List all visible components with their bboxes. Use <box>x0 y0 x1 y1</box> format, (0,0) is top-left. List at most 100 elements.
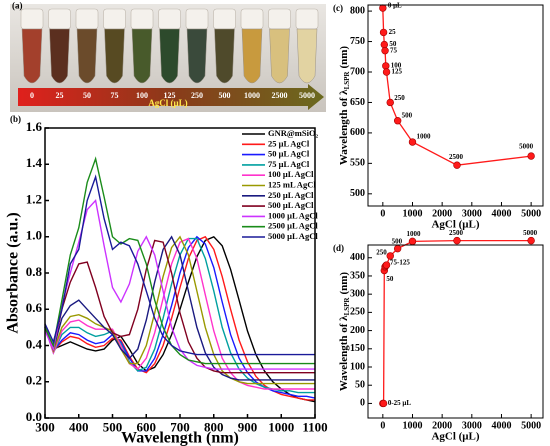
x-tick-label: 0 <box>380 420 385 431</box>
x-tick-label: 2000 <box>432 420 452 431</box>
x-axis-label: AgCl (μL) <box>431 219 479 231</box>
tube-label: 0 <box>30 91 34 100</box>
point <box>380 40 389 49</box>
y-axis-label-sub: LSPR <box>343 297 351 316</box>
tube-body <box>241 28 263 84</box>
legend-label: 1000 μL AgCl <box>268 210 318 220</box>
y-tick-label: 100 <box>350 361 365 372</box>
tube-cap <box>213 8 236 30</box>
tube-body <box>214 28 235 84</box>
point-label: 75-125 <box>390 258 410 266</box>
y-tick-label: 0.4 <box>26 336 43 351</box>
point-label: 2500 <box>449 153 464 161</box>
tube-label: 75 <box>111 91 119 100</box>
y-axis-label-unit: (nm) <box>338 272 350 295</box>
x-tick-label: 3000 <box>462 420 482 431</box>
panel-label: (c) <box>333 3 343 13</box>
y-tick-label: 700 <box>350 66 365 77</box>
spectrum <box>44 235 315 401</box>
x-tick-label: 0 <box>380 208 385 219</box>
tube-cap <box>48 8 71 30</box>
tube-cap <box>103 8 126 30</box>
legend-label: 25 μL AgCl <box>268 138 310 148</box>
plot-frame <box>367 4 544 207</box>
tube-body <box>21 28 43 84</box>
tube-label: 2500 <box>272 91 288 100</box>
y-tick-label: 1.4 <box>26 155 43 170</box>
y-tick-label: 500 <box>350 188 365 199</box>
y-axis-label-text: Wavelength of λ <box>338 89 350 165</box>
tube-cap <box>295 8 319 30</box>
point <box>408 237 417 246</box>
tube-cap <box>185 8 209 30</box>
point <box>381 46 389 55</box>
y-tick-label: 800 <box>350 5 365 16</box>
point <box>393 117 402 125</box>
x-tick-label: 400 <box>69 419 89 434</box>
point <box>382 261 391 269</box>
point-label: 2500 <box>449 229 464 237</box>
spectrum <box>44 235 315 385</box>
tube-cap <box>75 8 99 30</box>
point-label: 50 <box>389 40 397 48</box>
tube-cap <box>20 8 44 30</box>
point-label: 250 <box>394 94 405 102</box>
y-tick-label: 550 <box>350 158 365 169</box>
point <box>386 98 394 107</box>
y-tick-label: 1.6 <box>26 119 43 134</box>
tube-label: 50 <box>83 91 91 100</box>
tube-cap <box>268 8 291 30</box>
point-label: 1000 <box>416 133 431 141</box>
point <box>379 4 387 12</box>
y-tick-label: 1.2 <box>26 191 42 206</box>
x-tick-label: 4000 <box>491 420 511 431</box>
point <box>379 28 388 37</box>
y-tick-label: 0.8 <box>26 264 43 279</box>
point-label: 125 <box>392 68 403 76</box>
tube-label: 25 <box>56 91 64 100</box>
y-tick-label: 350 <box>350 270 365 281</box>
tube-body <box>104 28 125 84</box>
x-tick-label: 4000 <box>491 208 511 219</box>
legend-label: 125 mL AgCl <box>268 179 316 189</box>
point-label: 75 <box>390 46 398 54</box>
x-axis-label: Wavelength (nm) <box>121 430 239 446</box>
spectrum <box>44 235 315 381</box>
legend-label: 50 μL AgCl <box>268 149 310 159</box>
point <box>382 68 391 76</box>
y-tick-label: 300 <box>350 288 365 299</box>
arrow-bar <box>18 84 324 110</box>
point <box>393 244 402 253</box>
y-axis-label: Absorbance (a.u.) <box>5 212 22 333</box>
tube-label: 250 <box>191 91 203 100</box>
point <box>453 236 461 245</box>
legend-label: 5000 μL AgCl <box>268 231 318 241</box>
x-tick-label: 900 <box>238 419 258 434</box>
y-tick-label: 0.6 <box>26 300 43 315</box>
tube-body <box>131 28 153 84</box>
y-axis-label-text: Wavelength of λ <box>338 315 350 391</box>
spectrum <box>44 237 315 390</box>
trend-line <box>382 7 532 166</box>
legend-label: 250 μL AgCl <box>268 190 314 200</box>
spectrum <box>44 156 315 365</box>
y-tick-label: 200 <box>350 325 365 336</box>
y-axis-label-unit: (nm) <box>338 46 350 69</box>
y-tick-label: 0.2 <box>26 373 42 388</box>
x-tick-label: 1000 <box>402 208 422 219</box>
point-label: 0 μL <box>388 2 402 10</box>
plot-frame <box>44 127 316 419</box>
point <box>527 152 535 160</box>
plot-frame <box>367 244 544 419</box>
tube-body <box>76 28 98 84</box>
spectrum <box>44 199 315 370</box>
tube-cap <box>240 8 264 30</box>
tube-label: 1000 <box>244 91 260 100</box>
panel-label: (d) <box>333 243 344 253</box>
tube-cap <box>158 8 181 30</box>
point-label: 500 <box>402 111 413 119</box>
x-tick-label: 5000 <box>521 420 541 431</box>
y-tick-label: 50 <box>355 380 365 391</box>
point <box>408 138 417 146</box>
y-axis-label-sub: LSPR <box>343 71 351 90</box>
